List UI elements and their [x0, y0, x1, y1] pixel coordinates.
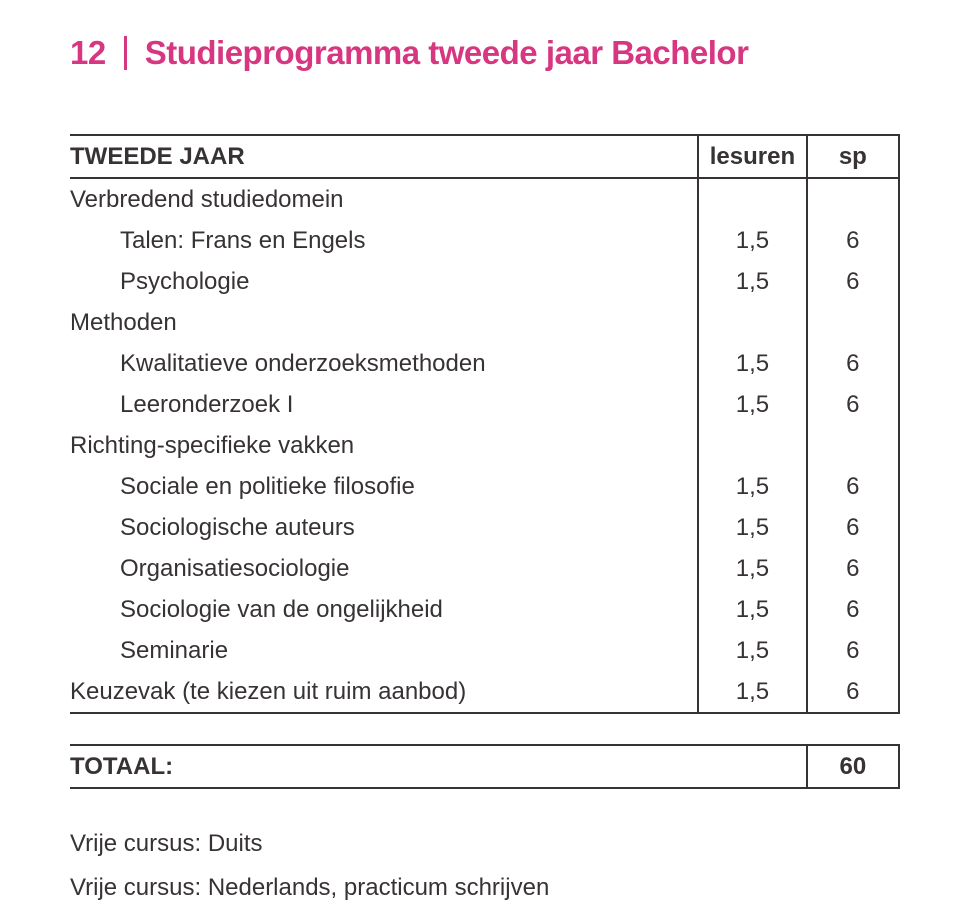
cell-sp: 6	[807, 261, 899, 302]
free-course-line: Vrije cursus: Nederlands, practicum schr…	[70, 869, 900, 907]
item-label: Organisatiesociologie	[70, 548, 698, 589]
page: 12 Studieprogramma tweede jaar Bachelor …	[0, 0, 960, 893]
cell-lesuren: 1,5	[698, 507, 806, 548]
cell-sp	[807, 425, 899, 466]
item-label: Kwalitatieve onderzoeksmethoden	[70, 343, 698, 384]
item-label: Sociale en politieke filosofie	[70, 466, 698, 507]
total-row: TOTAAL: 60	[70, 745, 899, 788]
divider-icon	[124, 36, 127, 70]
total-sp: 60	[807, 745, 899, 788]
cell-lesuren: 1,5	[698, 343, 806, 384]
cell-lesuren	[698, 302, 806, 343]
cell-sp: 6	[807, 671, 899, 713]
category-label: Richting-specifieke vakken	[70, 425, 698, 466]
spacer-row	[70, 713, 899, 745]
page-header: 12 Studieprogramma tweede jaar Bachelor	[70, 30, 900, 72]
cell-sp: 6	[807, 507, 899, 548]
category-label: Verbredend studiedomein	[70, 178, 698, 220]
table-row: Seminarie 1,5 6	[70, 630, 899, 671]
cell-sp: 6	[807, 630, 899, 671]
item-label: Leeronderzoek I	[70, 384, 698, 425]
table-row: Sociologie van de ongelijkheid 1,5 6	[70, 589, 899, 630]
table-row: Richting-specifieke vakken	[70, 425, 899, 466]
item-label: Sociologie van de ongelijkheid	[70, 589, 698, 630]
col-lesuren-header: lesuren	[698, 135, 806, 178]
item-label: Sociologische auteurs	[70, 507, 698, 548]
cell-lesuren: 1,5	[698, 261, 806, 302]
cell-lesuren: 1,5	[698, 630, 806, 671]
table-row: Verbredend studiedomein	[70, 178, 899, 220]
total-label: TOTAAL:	[70, 745, 698, 788]
cell-sp: 6	[807, 343, 899, 384]
page-number: 12	[70, 34, 106, 72]
table-row: Leeronderzoek I 1,5 6	[70, 384, 899, 425]
table-row: Keuzevak (te kiezen uit ruim aanbod) 1,5…	[70, 671, 899, 713]
item-label: Talen: Frans en Engels	[70, 220, 698, 261]
cell-sp: 6	[807, 589, 899, 630]
program-table: TWEEDE JAAR lesuren sp Verbredend studie…	[70, 134, 900, 819]
cell-sp	[807, 302, 899, 343]
category-label: Keuzevak (te kiezen uit ruim aanbod)	[70, 671, 698, 713]
cell-lesuren	[698, 178, 806, 220]
cell-lesuren: 1,5	[698, 220, 806, 261]
table-row: Organisatiesociologie 1,5 6	[70, 548, 899, 589]
item-label: Psychologie	[70, 261, 698, 302]
page-title: Studieprogramma tweede jaar Bachelor	[145, 34, 749, 72]
col-sp-header: sp	[807, 135, 899, 178]
cell-lesuren	[698, 425, 806, 466]
cell-lesuren: 1,5	[698, 384, 806, 425]
cell-sp: 6	[807, 466, 899, 507]
table-row: Talen: Frans en Engels 1,5 6	[70, 220, 899, 261]
cell-sp	[807, 178, 899, 220]
cell-sp: 6	[807, 220, 899, 261]
col-name-header: TWEEDE JAAR	[70, 135, 698, 178]
total-lesuren	[698, 745, 806, 788]
cell-lesuren: 1,5	[698, 466, 806, 507]
free-course-line: Vrije cursus: Duits	[70, 825, 900, 863]
table-header-row: TWEEDE JAAR lesuren sp	[70, 135, 899, 178]
cell-lesuren: 1,5	[698, 548, 806, 589]
cell-lesuren: 1,5	[698, 671, 806, 713]
table-row: Sociologische auteurs 1,5 6	[70, 507, 899, 548]
table-row: Sociale en politieke filosofie 1,5 6	[70, 466, 899, 507]
cell-lesuren: 1,5	[698, 589, 806, 630]
item-label: Seminarie	[70, 630, 698, 671]
cell-sp: 6	[807, 384, 899, 425]
table-row: Psychologie 1,5 6	[70, 261, 899, 302]
spacer-row	[70, 788, 899, 819]
cell-sp: 6	[807, 548, 899, 589]
category-label: Methoden	[70, 302, 698, 343]
table-row: Kwalitatieve onderzoeksmethoden 1,5 6	[70, 343, 899, 384]
table-row: Methoden	[70, 302, 899, 343]
